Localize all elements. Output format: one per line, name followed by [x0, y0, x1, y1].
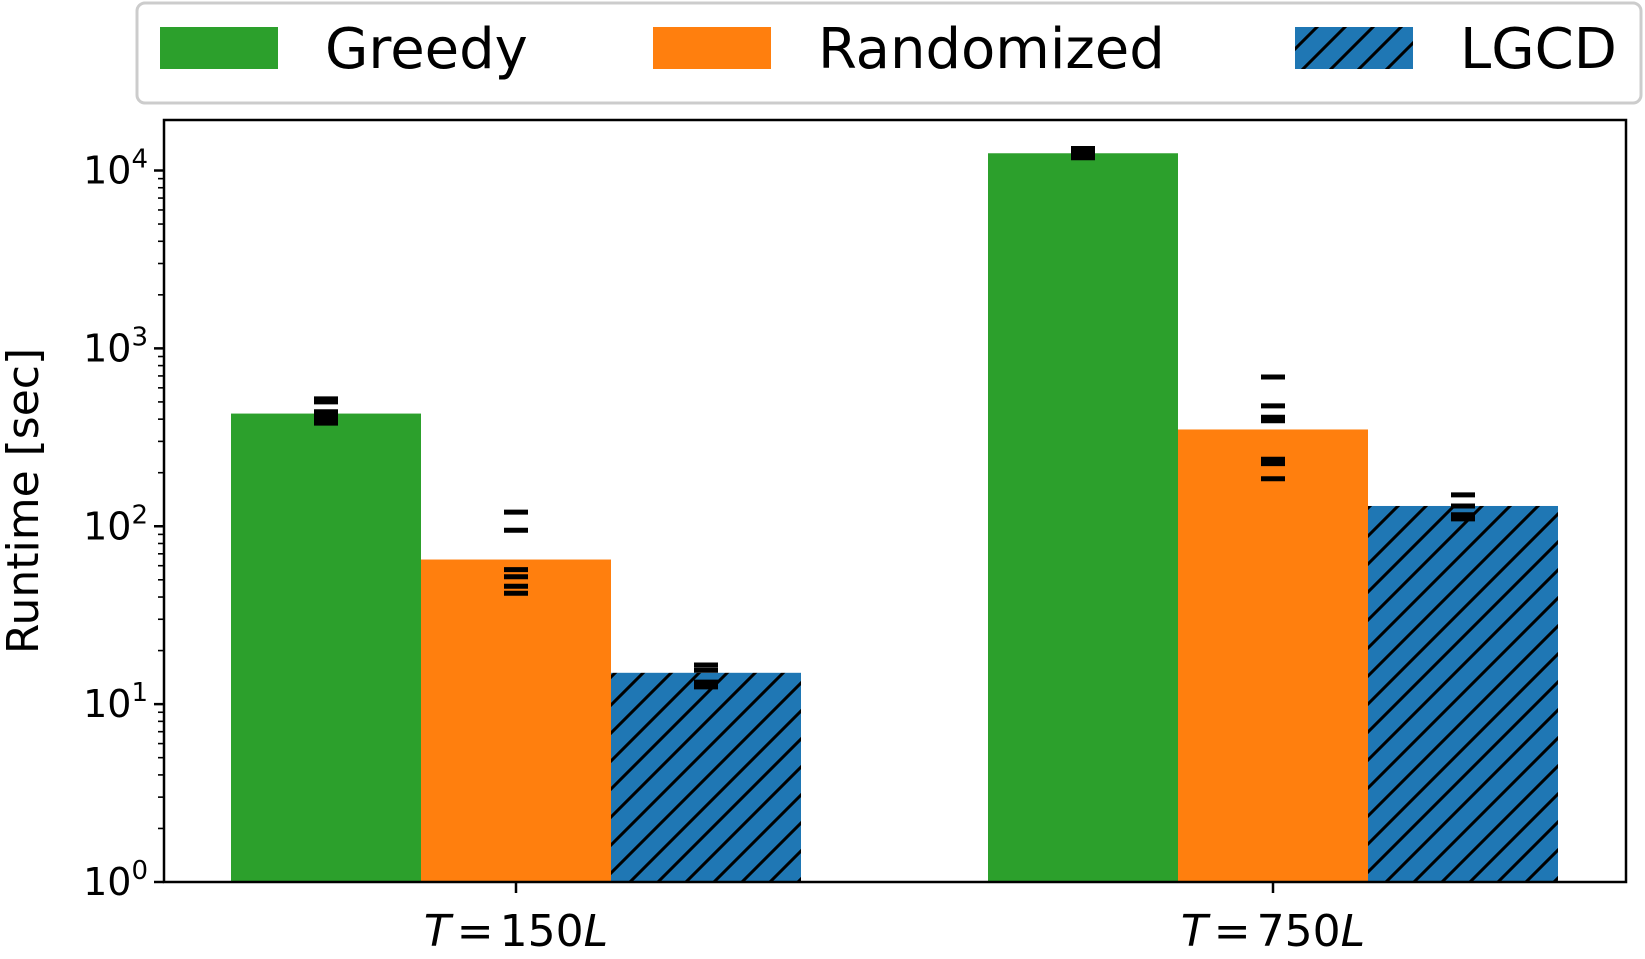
- y-tick-exp-3: 2: [131, 500, 148, 530]
- cat-2-var: T: [1181, 906, 1211, 957]
- y-tick-base-5: 10: [83, 149, 131, 193]
- legend-label-greedy: Greedy: [325, 17, 528, 82]
- legend-swatch-lgcd: [1295, 27, 1413, 69]
- plot-area: [162, 118, 1628, 884]
- legend-swatch-randomized: [653, 27, 771, 69]
- y-tick-label-1: 100: [83, 856, 148, 904]
- cat-1-var: T: [424, 906, 454, 957]
- cat-1-num: 150: [500, 906, 584, 957]
- cat-2-op: =: [1214, 906, 1251, 957]
- legend-label-lgcd: LGCD: [1460, 17, 1617, 82]
- legend: Greedy Randomized LGCD: [135, 1, 1643, 105]
- bar-lgcd-cat-1: [611, 672, 801, 882]
- y-tick-base-2: 10: [83, 682, 131, 726]
- x-tick-label-cat-1: T = 150L: [424, 906, 608, 957]
- y-tick-label-5: 104: [83, 145, 148, 193]
- run-markers: [314, 145, 1475, 690]
- cat-1-unit: L: [584, 906, 609, 957]
- y-tick-base-3: 10: [83, 504, 131, 548]
- y-tick-exp-1: 0: [131, 856, 148, 886]
- legend-swatch-greedy: [160, 27, 278, 69]
- y-tick-label-2: 101: [83, 678, 148, 726]
- x-tick-label-cat-2: T = 750L: [1181, 906, 1365, 957]
- y-tick-label-3: 102: [83, 500, 148, 548]
- legend-label-randomized: Randomized: [818, 17, 1165, 82]
- bar-greedy-cat-2: [988, 153, 1178, 882]
- axes-frame: [162, 118, 1628, 884]
- bar-greedy-cat-1: [231, 413, 421, 882]
- bar-randomized-cat-2: [1178, 429, 1368, 882]
- bar-lgcd-cat-2: [1368, 505, 1558, 882]
- y-tick-exp-4: 3: [131, 322, 148, 352]
- y-tick-label-4: 103: [83, 322, 148, 370]
- bar-randomized-cat-1: [421, 559, 611, 882]
- y-axis-label: Runtime [sec]: [0, 348, 49, 654]
- x-axis: T = 150L T = 750L: [424, 882, 1365, 957]
- y-tick-exp-2: 1: [131, 678, 148, 708]
- cat-2-num: 750: [1257, 906, 1341, 957]
- y-tick-exp-5: 4: [131, 145, 148, 175]
- y-tick-base-4: 10: [83, 326, 131, 370]
- legend-frame: [135, 1, 1643, 105]
- bars: [231, 153, 1558, 882]
- cat-1-op: =: [457, 906, 494, 957]
- cat-2-unit: L: [1341, 906, 1366, 957]
- y-tick-base-1: 10: [83, 860, 131, 904]
